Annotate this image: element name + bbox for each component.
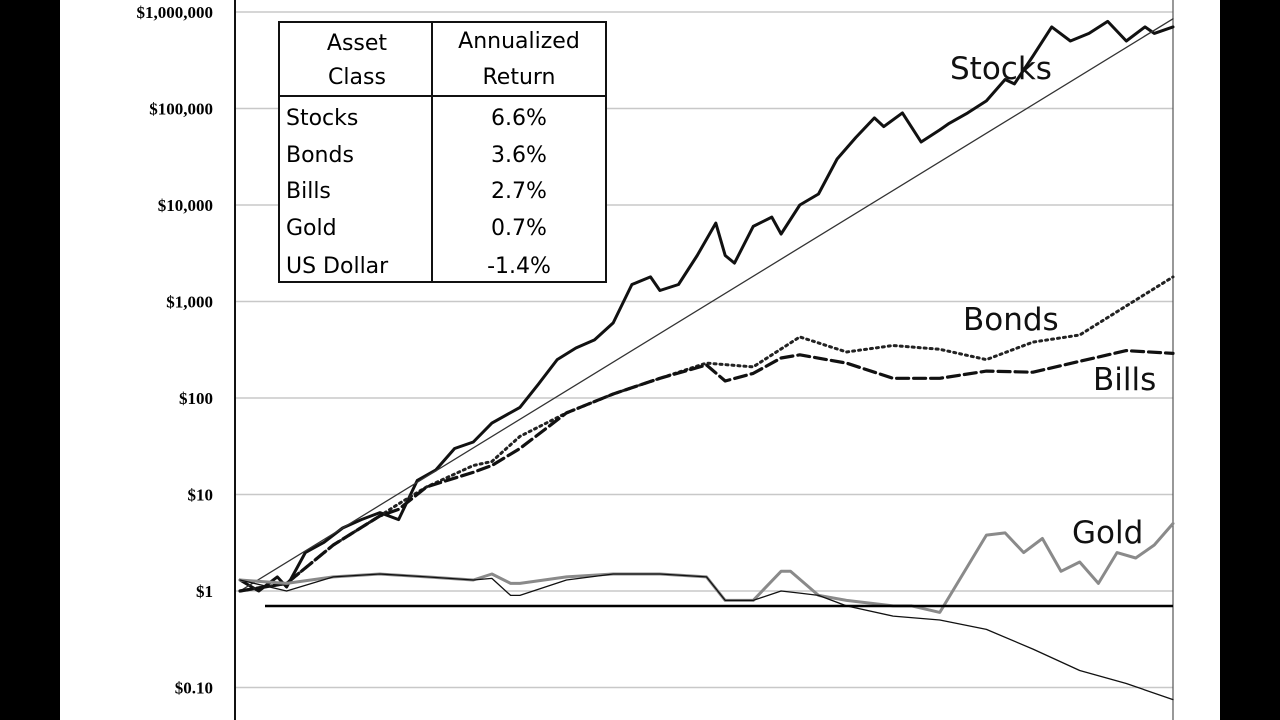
table-row-usdollar-name: US Dollar [286, 254, 389, 279]
y-tick-labels: $1,000,000 $100,000 $10,000 $1,000 $100 $10 $1… [137, 3, 214, 698]
table-row-bonds-name: Bonds [286, 143, 354, 168]
series-line-us-dollar [239, 573, 1174, 701]
y-tick-label: $0.10 [175, 679, 213, 698]
returns-table: Asset Class Annualized Return Stocks 6.6… [278, 21, 607, 283]
table-row-bills-name: Bills [286, 179, 331, 204]
chart-panel [60, 0, 1220, 720]
y-tick-label: $100 [179, 389, 213, 408]
series-line-stocks [238, 19, 1175, 593]
table-row-bonds-value: 3.6% [491, 143, 547, 168]
y-tick-label: $1 [196, 582, 213, 601]
table-row-stocks-name: Stocks [286, 106, 358, 131]
table-row-stocks-value: 6.6% [491, 106, 547, 131]
y-tick-label: $10 [188, 486, 214, 505]
table-header-return: Return [482, 65, 555, 90]
table-header-class: Class [328, 65, 386, 90]
bonds-label: Bonds [963, 302, 1059, 338]
series-line-gold [238, 522, 1175, 614]
y-tick-label: $1,000,000 [137, 3, 214, 22]
stocks-label: Stocks [950, 51, 1052, 87]
series-line-bills [238, 349, 1175, 593]
y-tick-label: $10,000 [158, 196, 213, 215]
table-header-annualized: Annualized [458, 29, 580, 54]
bills-label: Bills [1093, 362, 1156, 398]
y-tick-label: $1,000 [166, 293, 213, 312]
series-lines [238, 18, 1175, 701]
table-row-bills-value: 2.7% [491, 179, 547, 204]
table-row-gold-name: Gold [286, 216, 337, 241]
table-row-gold-value: 0.7% [491, 216, 547, 241]
gold-label: Gold [1072, 515, 1143, 551]
table-row-usdollar-value: -1.4% [487, 254, 551, 279]
series-line-stocks-trend [239, 18, 1174, 592]
y-tick-label: $100,000 [149, 100, 213, 119]
table-header-asset: Asset [327, 31, 388, 56]
